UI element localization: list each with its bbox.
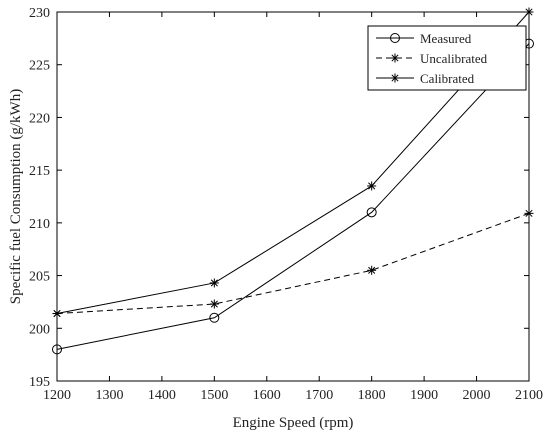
legend-marker-measured xyxy=(390,33,400,43)
data-point-measured-2 xyxy=(209,312,220,323)
x-tick-label: 1800 xyxy=(358,388,386,403)
legend-marker-uncalibrated xyxy=(390,53,400,63)
y-tick-label: 210 xyxy=(29,217,50,232)
data-point-uncalibrated-3 xyxy=(367,265,377,275)
data-point-measured-3 xyxy=(366,207,377,218)
x-tick-label: 1600 xyxy=(253,388,281,403)
legend-label-measured: Measured xyxy=(420,31,472,46)
x-axis-label: Engine Speed (rpm) xyxy=(233,415,354,431)
data-point-calibrated-2 xyxy=(209,278,219,288)
y-tick-label: 230 xyxy=(29,6,50,21)
x-tick-label: 2100 xyxy=(515,388,543,403)
axes-box xyxy=(56,11,530,382)
data-point-calibrated-3 xyxy=(367,181,377,191)
axis-layer: 1200 1300 1400 1500 1600 1700 1800 1900 2000 2100… xyxy=(29,6,543,403)
series-line-measured xyxy=(56,43,530,350)
x-tick-label: 1400 xyxy=(148,388,176,403)
series-line-uncalibrated xyxy=(56,212,530,315)
x-tick-label: 1200 xyxy=(43,388,71,403)
x-tick-label: 1700 xyxy=(305,388,333,403)
y-tick-label: 225 xyxy=(29,59,50,74)
y-tick-label: 200 xyxy=(29,322,50,337)
legend: Measured Uncalibrated Calibrated xyxy=(367,25,527,91)
y-tick-label: 220 xyxy=(29,111,50,126)
x-tick-label: 1300 xyxy=(95,388,123,403)
y-axis-label: Specific fuel Consumption (g/kWh) xyxy=(8,89,24,304)
x-tick-label: 1500 xyxy=(200,388,228,403)
legend-label-uncalibrated: Uncalibrated xyxy=(420,51,488,66)
series-line-calibrated xyxy=(56,11,530,315)
legend-label-calibrated: Calibrated xyxy=(420,71,475,86)
x-tick-label: 1900 xyxy=(410,388,438,403)
legend-marker-calibrated xyxy=(390,73,400,83)
y-tick-label: 215 xyxy=(29,164,50,179)
y-tick-label: 205 xyxy=(29,270,50,285)
data-point-uncalibrated-2 xyxy=(209,299,219,309)
x-tick-label: 2000 xyxy=(463,388,491,403)
y-tick-label: 195 xyxy=(29,375,50,390)
